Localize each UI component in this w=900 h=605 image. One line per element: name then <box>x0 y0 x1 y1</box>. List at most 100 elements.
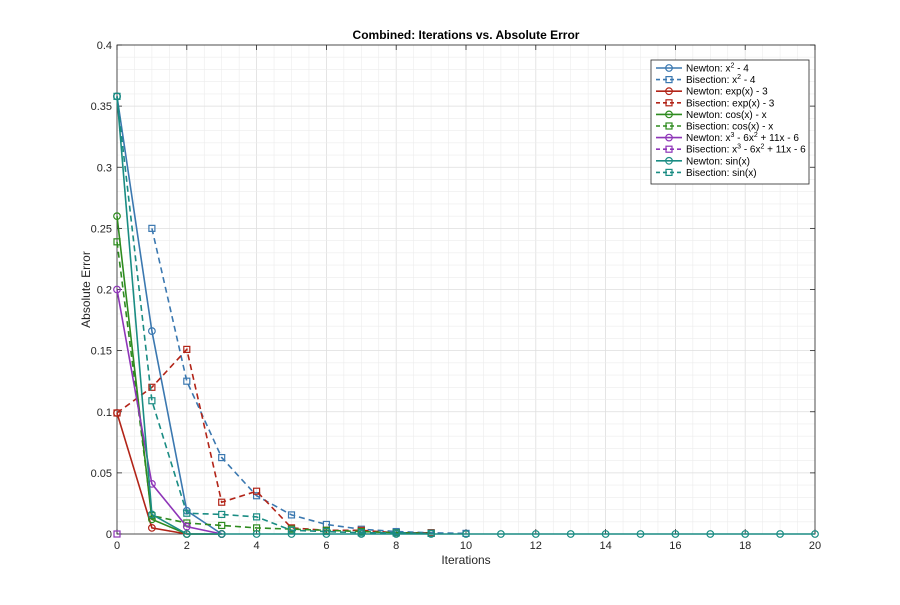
series-7-point <box>113 530 121 538</box>
series-6-line <box>116 289 222 535</box>
legend-label-part: - 6x <box>741 145 760 156</box>
series-9-point <box>287 526 296 534</box>
series-8-point <box>252 530 261 538</box>
x-axis-label: Iterations <box>441 553 490 567</box>
series-5-line <box>116 241 432 535</box>
x-tick-label: 8 <box>393 540 399 552</box>
series-9-point <box>665 168 673 176</box>
legend-label-part: 2 <box>737 74 741 81</box>
legend-label-part: Newton: cos(x) - x <box>686 110 767 121</box>
series-2-point <box>665 87 673 96</box>
series-8-point <box>217 530 226 538</box>
series-9-point <box>357 529 365 537</box>
series-3-point <box>665 99 673 107</box>
x-tick-label: 0 <box>114 540 120 552</box>
legend-label-part: Newton: sin(x) <box>686 156 750 167</box>
legend-label-part: Newton: x <box>686 133 730 144</box>
series-8-point <box>665 156 673 165</box>
y-tick-label: 0.35 <box>91 101 112 113</box>
series-8-line <box>116 96 815 535</box>
series-6-point <box>665 133 673 142</box>
legend-label-1: Bisection: x2 - 4 <box>686 74 756 86</box>
series-0-point <box>147 327 156 335</box>
series-9-point <box>148 397 156 405</box>
legend-label-part: + 11x - 6 <box>764 145 806 156</box>
series-0-line <box>116 96 223 535</box>
x-tick-label: 12 <box>530 540 542 552</box>
series-1-point <box>253 492 261 500</box>
series-8-point <box>601 530 610 538</box>
series-9-point <box>392 529 400 537</box>
legend-box <box>650 59 810 185</box>
ticks: 0 2 4 6 8 10 12 14 16 18 20 0 0.05 0.1 0.15 0.2 0.25 0.3 0… <box>91 40 822 552</box>
series-1-point <box>148 224 156 232</box>
legend-label-0: Newton: x2 - 4 <box>686 63 749 75</box>
y-tick-label: 0 <box>106 529 112 541</box>
series-3-point <box>113 409 121 417</box>
legend-label-6: Newton: x3 - 6x2 + 11x - 6 <box>686 132 799 144</box>
legend-label-part: Bisection: cos(x) - x <box>686 122 773 133</box>
legend-label-3: Bisection: exp(x) - 3 <box>686 98 775 109</box>
x-tick-label: 16 <box>669 540 681 552</box>
y-tick-label: 0.15 <box>91 346 112 358</box>
y-tick-label: 0.05 <box>91 468 112 480</box>
series-1-point <box>665 75 673 84</box>
y-tick-label: 0.25 <box>91 223 112 235</box>
series-2-point <box>147 523 156 532</box>
x-tick-label: 18 <box>739 540 751 552</box>
series-1-point <box>183 377 191 385</box>
y-tick-label: 0.1 <box>97 407 112 419</box>
series-9-point <box>253 513 261 521</box>
series-5-point <box>218 521 226 530</box>
x-tick-label: 2 <box>184 540 190 552</box>
series-5-point <box>113 238 121 246</box>
series-6-point <box>113 285 121 294</box>
series-6-point <box>182 522 191 531</box>
x-tick-label: 20 <box>809 540 821 552</box>
legend-label-4: Newton: cos(x) - x <box>686 110 767 121</box>
series-9-point <box>183 509 191 517</box>
series-9-line <box>116 96 432 535</box>
y-axis-label: Absolute Error <box>79 251 93 328</box>
legend-label-part: Newton: x <box>686 64 730 75</box>
series-4-point <box>665 110 673 119</box>
series-7-point <box>665 145 673 153</box>
series-8-point <box>811 530 819 538</box>
series-1-point <box>218 453 226 462</box>
series-5-point <box>665 122 673 130</box>
legend-label-part: + 11x - 6 <box>758 133 800 144</box>
y-tick-label: 0.3 <box>97 162 112 174</box>
x-tick-label: 10 <box>460 540 472 552</box>
series-9-point <box>322 527 330 536</box>
series-9-point <box>427 529 435 537</box>
legend-label-part: 2 <box>761 144 765 151</box>
x-tick-label: 14 <box>599 540 611 552</box>
legend-label-part: - 4 <box>741 75 756 86</box>
series-3-line <box>116 347 432 534</box>
series-7 <box>113 530 121 538</box>
x-tick-label: 4 <box>254 540 260 552</box>
series-8-point <box>636 530 645 538</box>
series-layer <box>113 92 819 538</box>
series-4-point <box>113 212 121 221</box>
legend-label-7: Bisection: x3 - 6x2 + 11x - 6 <box>686 144 806 156</box>
series-8-point <box>462 530 470 538</box>
legend-label-9: Bisection: sin(x) <box>686 168 757 179</box>
y-tick-label: 0.4 <box>97 40 112 52</box>
legend-label-part: - 4 <box>734 64 749 75</box>
chart-title: Combined: Iterations vs. Absolute Error <box>353 28 580 42</box>
series-8-point <box>741 530 750 538</box>
legend-label-2: Newton: exp(x) - 3 <box>686 87 768 98</box>
series-8-point <box>566 530 575 538</box>
legend-label-part: Bisection: x <box>686 75 737 86</box>
series-1-line <box>151 228 467 535</box>
x-tick-label: 6 <box>323 540 329 552</box>
legend-label-part: Bisection: sin(x) <box>686 168 757 179</box>
series-8-point <box>147 510 156 519</box>
series-9-point <box>218 510 226 519</box>
legend-label-8: Newton: sin(x) <box>686 156 750 167</box>
legend-label-part: 3 <box>737 144 741 151</box>
